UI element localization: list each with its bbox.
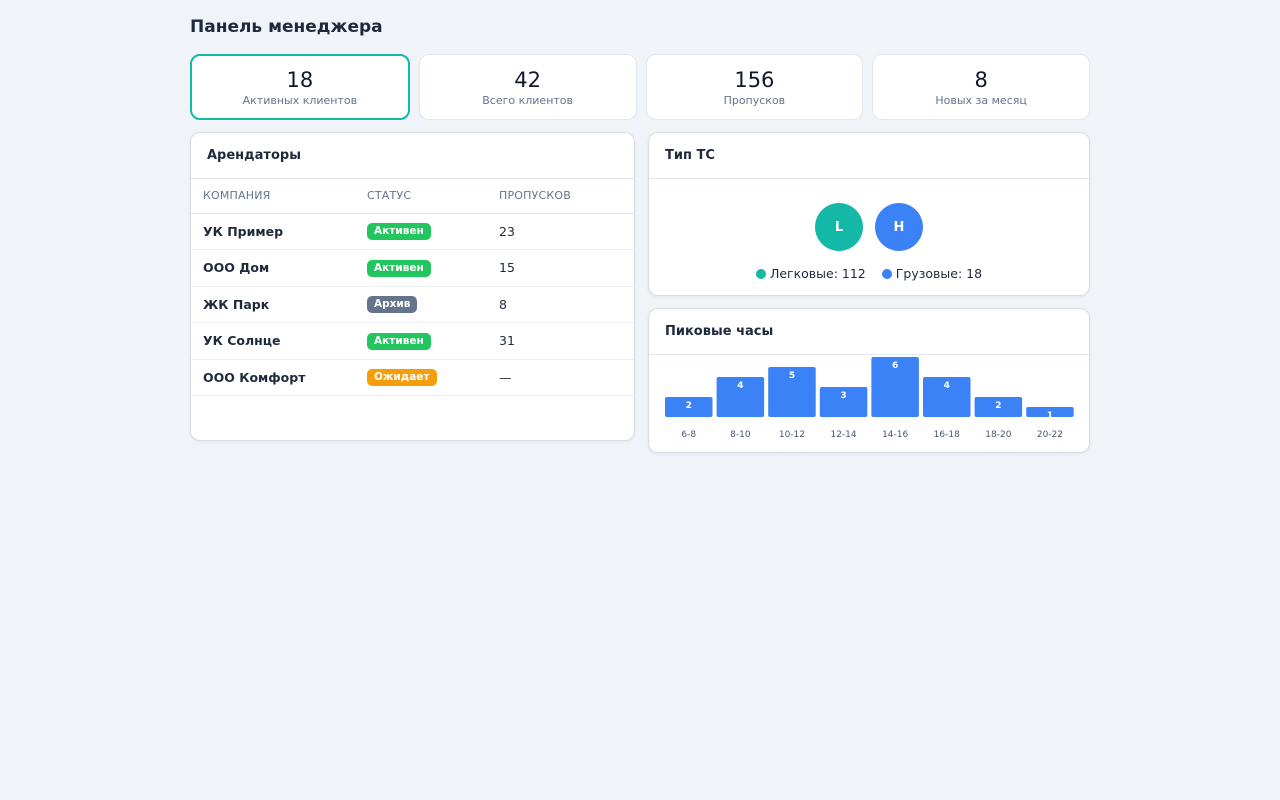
- bar-value-label: 5: [789, 371, 795, 381]
- stat-card-passes[interactable]: 156 Пропусков: [645, 54, 864, 120]
- bar-6-8[interactable]: [665, 397, 713, 417]
- bar-16-18[interactable]: [923, 377, 971, 417]
- column-header-company[interactable]: КОМПАНИЯ: [191, 179, 367, 214]
- right-column: Тип ТС L H Легковые: 112 Грузовые: 18: [648, 132, 1090, 453]
- passes-count: 23: [499, 213, 634, 250]
- tenants-title: Арендаторы: [191, 133, 634, 179]
- passes-count: —: [499, 359, 634, 396]
- bar-value-label: 2: [995, 401, 1001, 411]
- stat-value: 8: [974, 68, 988, 92]
- bar-value-label: 1: [1047, 411, 1053, 421]
- vehicle-legend: Легковые: 112 Грузовые: 18: [649, 266, 1089, 281]
- peak-hours-chart: 2 6-8 4 8-10 5 10-12 3 12-14 6 14-16 4 16-18 2 18-20 1…: [665, 357, 1074, 440]
- status-badge: Активен: [367, 259, 431, 277]
- peak-hours-title: Пиковые часы: [649, 309, 1089, 355]
- stats-row: 18 Активных клиентов 42 Всего клиентов 1…: [190, 54, 1090, 120]
- table-row[interactable]: УК Пример Активен 23: [191, 213, 634, 250]
- company-name: ЖК Парк: [191, 286, 367, 323]
- bar-value-label: 6: [892, 361, 898, 371]
- status-cell: Активен: [367, 322, 499, 360]
- company-name: УК Пример: [191, 213, 367, 250]
- left-column: Арендаторы КОМПАНИЯ СТАТУС ПРОПУСКОВ УК …: [190, 132, 635, 441]
- company-name: ООО Комфорт: [191, 359, 367, 396]
- bar-14-16[interactable]: [871, 357, 919, 417]
- dashboard: Панель менеджера 18 Активных клиентов 42…: [190, 16, 1090, 453]
- bar-value-label: 4: [944, 381, 950, 391]
- x-tick-label: 14-16: [882, 430, 908, 440]
- company-name: ООО Дом: [191, 249, 367, 287]
- main-grid: Арендаторы КОМПАНИЯ СТАТУС ПРОПУСКОВ УК …: [190, 132, 1090, 453]
- light-vehicle-bubble: L: [815, 203, 863, 251]
- tenants-table: КОМПАНИЯ СТАТУС ПРОПУСКОВ УК Пример Акти…: [191, 179, 634, 396]
- bar-12-14[interactable]: [819, 387, 868, 417]
- stat-label: Активных клиентов: [242, 94, 358, 107]
- x-tick-label: 12-14: [830, 430, 856, 440]
- status-cell: Активен: [367, 249, 499, 287]
- table-row[interactable]: УК Солнце Активен 31: [191, 322, 634, 360]
- status-badge: Активен: [367, 332, 431, 350]
- x-tick-label: 10-12: [779, 430, 805, 440]
- status-badge: Ожидает: [367, 369, 437, 387]
- status-cell: Активен: [367, 213, 499, 250]
- status-cell: Ожидает: [367, 359, 499, 396]
- bar-10-12[interactable]: [768, 367, 816, 417]
- table-header-row: КОМПАНИЯ СТАТУС ПРОПУСКОВ: [191, 179, 634, 214]
- vehicle-type-title: Тип ТС: [649, 133, 1089, 179]
- stat-label: Пропусков: [723, 94, 786, 107]
- stat-card-total-clients[interactable]: 42 Всего клиентов: [418, 54, 637, 120]
- passes-count: 31: [499, 322, 634, 360]
- stat-label: Новых за месяц: [935, 94, 1027, 107]
- bar-value-label: 2: [686, 401, 692, 411]
- x-tick-label: 6-8: [681, 430, 696, 440]
- status-cell: Архив: [367, 286, 499, 323]
- legend-item-heavy: Грузовые: 18: [881, 266, 983, 281]
- bar-20-22[interactable]: [1026, 407, 1074, 417]
- page-title: Панель менеджера: [190, 17, 383, 37]
- table-row[interactable]: ЖК Парк Архив 8: [191, 286, 634, 323]
- legend-dot-icon: [881, 268, 892, 279]
- stat-value: 18: [286, 68, 314, 92]
- table-row[interactable]: ООО Комфорт Ожидает —: [191, 359, 634, 396]
- bar-18-20[interactable]: [974, 397, 1023, 417]
- x-tick-label: 16-18: [934, 430, 960, 440]
- legend-label: Грузовые: 18: [895, 266, 983, 281]
- table-row[interactable]: ООО Дом Активен 15: [191, 249, 634, 287]
- stat-label: Всего клиентов: [482, 94, 574, 107]
- company-name: УК Солнце: [191, 322, 367, 360]
- legend-dot-icon: [755, 268, 766, 279]
- x-tick-label: 18-20: [985, 430, 1011, 440]
- status-badge: Активен: [367, 223, 431, 241]
- passes-count: 8: [499, 286, 634, 323]
- stat-card-new-this-month[interactable]: 8 Новых за месяц: [872, 54, 1090, 120]
- status-badge: Архив: [367, 296, 418, 314]
- column-header-status[interactable]: СТАТУС: [367, 179, 499, 214]
- legend-item-light: Легковые: 112: [755, 266, 866, 281]
- legend-label: Легковые: 112: [769, 266, 866, 281]
- stat-card-active-clients[interactable]: 18 Активных клиентов: [190, 54, 410, 120]
- vehicle-type-card: Тип ТС L H Легковые: 112 Грузовые: 18: [648, 132, 1090, 296]
- column-header-passes[interactable]: ПРОПУСКОВ: [499, 179, 634, 214]
- tenants-card: Арендаторы КОМПАНИЯ СТАТУС ПРОПУСКОВ УК …: [190, 132, 635, 441]
- stat-value: 42: [514, 68, 541, 92]
- peak-hours-card: Пиковые часы 2 6-8 4 8-10 5 10-12 3 12-14 6 14-16…: [648, 308, 1090, 453]
- x-tick-label: 8-10: [730, 430, 751, 440]
- bar-value-label: 4: [737, 381, 743, 391]
- vehicle-bubbles: L H: [649, 203, 1089, 251]
- bar-value-label: 3: [840, 391, 846, 401]
- passes-count: 15: [499, 249, 634, 287]
- x-tick-label: 20-22: [1037, 430, 1063, 440]
- bar-8-10[interactable]: [716, 377, 765, 417]
- heavy-vehicle-bubble: H: [875, 203, 923, 251]
- vehicle-type-body: L H Легковые: 112 Грузовые: 18: [649, 179, 1089, 281]
- stat-value: 156: [734, 68, 775, 92]
